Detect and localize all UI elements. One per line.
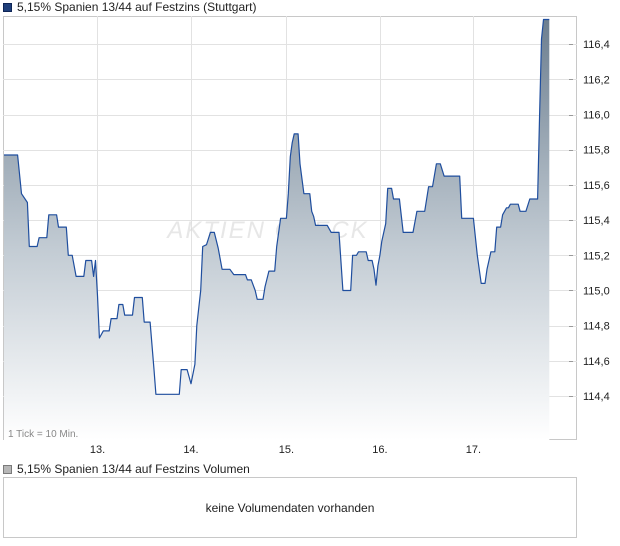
y-tick-label: 115,4 xyxy=(583,215,610,227)
volume-empty-message: keine Volumendaten vorhanden xyxy=(205,500,375,515)
y-tick-label: 114,6 xyxy=(583,356,610,368)
x-tick-label: 15. xyxy=(279,444,294,456)
y-tick-label: 114,8 xyxy=(583,321,610,333)
price-area xyxy=(4,19,550,440)
y-tick-label: 116,2 xyxy=(583,74,610,86)
y-tick-label: 115,6 xyxy=(583,180,610,192)
price-line xyxy=(4,18,550,395)
y-tick-label: 115,2 xyxy=(583,250,610,262)
y-tick-label: 115,8 xyxy=(583,145,610,157)
x-tick-label: 13. xyxy=(90,444,105,456)
x-tick-label: 17. xyxy=(466,444,481,456)
tick-note: 1 Tick = 10 Min. xyxy=(8,429,78,440)
y-tick-label: 116,4 xyxy=(583,39,610,51)
volume-legend-swatch xyxy=(3,464,12,474)
volume-legend-label: 5,15% Spanien 13/44 auf Festzins Volumen xyxy=(17,462,250,476)
y-tick-label: 116,0 xyxy=(583,110,610,122)
price-legend: 5,15% Spanien 13/44 auf Festzins (Stuttg… xyxy=(3,0,256,14)
y-tick-label: 114,4 xyxy=(583,391,610,403)
volume-legend: 5,15% Spanien 13/44 auf Festzins Volumen xyxy=(3,462,250,476)
volume-panel: keine Volumendaten vorhanden xyxy=(3,477,577,538)
x-tick-label: 16. xyxy=(372,444,387,456)
price-legend-label: 5,15% Spanien 13/44 auf Festzins (Stuttg… xyxy=(17,0,257,14)
x-tick-label: 14. xyxy=(183,444,198,456)
price-legend-swatch xyxy=(3,2,12,12)
y-tick-label: 115,0 xyxy=(583,285,610,297)
